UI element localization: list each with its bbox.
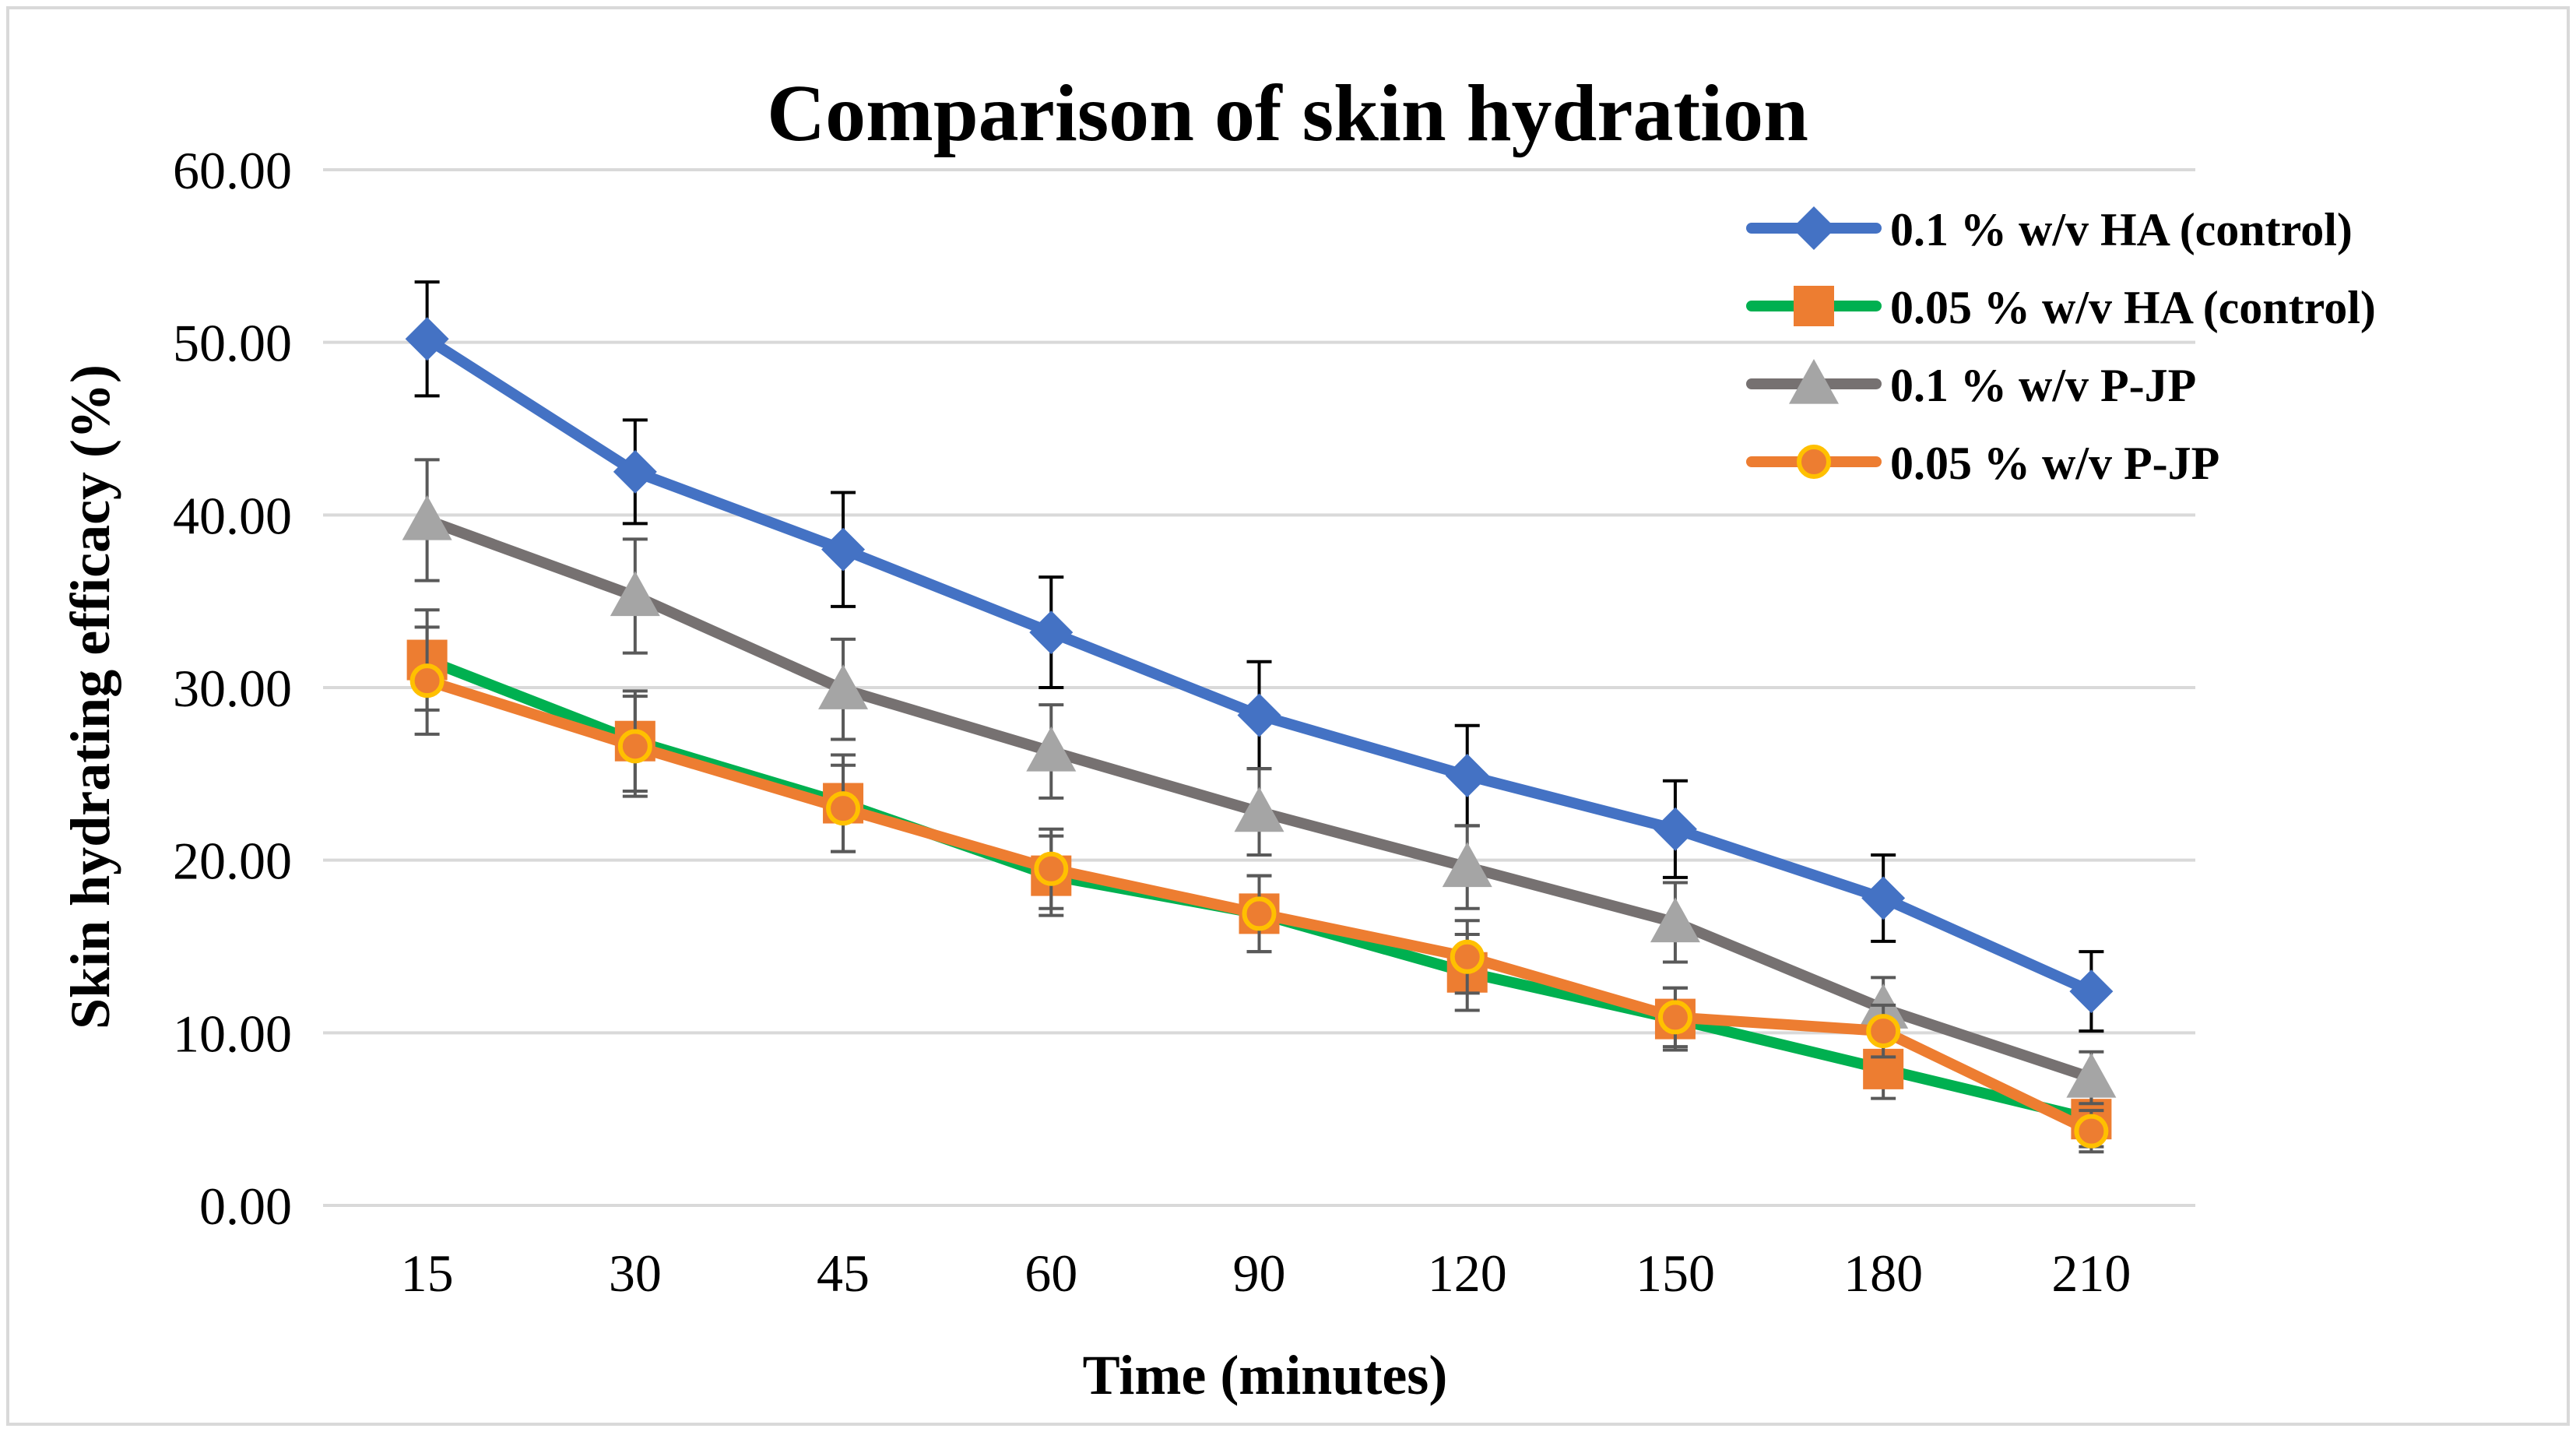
legend-item: 0.1 % w/v P-JP [1746, 359, 2196, 411]
diamond-marker [1861, 876, 1906, 920]
legend-label: 0.05 % w/v P-JP [1890, 438, 2219, 489]
chart-title: Comparison of skin hydration [767, 69, 1808, 158]
triangle-marker [1789, 359, 1839, 404]
legend-label: 0.1 % w/v HA (control) [1890, 204, 2353, 255]
series-4 [409, 625, 2109, 1154]
legend-item: 0.05 % w/v HA (control) [1746, 282, 2376, 333]
x-tick-label: 60 [1024, 1244, 1077, 1303]
diamond-marker [2069, 969, 2114, 1014]
diamond-marker [613, 449, 657, 494]
y-tick-label: 40.00 [173, 486, 292, 545]
x-axis-tick-labels: 15 30 45 60 90 120 150 180 210 [401, 1244, 2131, 1303]
x-tick-label: 45 [817, 1244, 870, 1303]
circle-marker [1242, 896, 1277, 931]
y-tick-label: 10.00 [173, 1004, 292, 1063]
circle-marker [1797, 445, 1831, 479]
diamond-marker [821, 527, 866, 572]
diamond-marker [1653, 807, 1697, 851]
diamond-marker [1792, 206, 1836, 250]
x-tick-label: 120 [1428, 1244, 1507, 1303]
triangle-marker [1442, 842, 1492, 888]
diamond-marker [405, 317, 449, 361]
triangle-marker [2066, 1052, 2117, 1098]
chart-border [6, 6, 2570, 1426]
circle-marker [2074, 1114, 2109, 1149]
y-tick-label: 50.00 [173, 314, 292, 373]
y-axis-tick-labels: 0.00 10.00 20.00 30.00 40.00 50.00 60.00 [173, 141, 292, 1236]
circle-marker [409, 663, 445, 698]
x-tick-label: 15 [401, 1244, 454, 1303]
diamond-marker [1445, 754, 1489, 798]
triangle-marker [1234, 786, 1284, 832]
legend-item: 0.05 % w/v P-JP [1746, 438, 2219, 489]
diamond-marker [1029, 610, 1074, 655]
y-tick-label: 60.00 [173, 141, 292, 200]
triangle-marker [610, 571, 660, 617]
circle-marker [617, 729, 652, 764]
triangle-marker [818, 664, 869, 709]
x-tick-label: 210 [2051, 1244, 2131, 1303]
x-tick-label: 180 [1843, 1244, 1923, 1303]
legend: 0.1 % w/v HA (control) 0.05 % w/v HA (con… [1746, 204, 2376, 489]
diamond-marker [1237, 693, 1281, 737]
x-tick-label: 150 [1636, 1244, 1715, 1303]
x-axis-label: Time (minutes) [1083, 1344, 1448, 1406]
x-tick-label: 90 [1233, 1244, 1286, 1303]
series-layer [402, 280, 2117, 1154]
legend-item: 0.1 % w/v HA (control) [1746, 204, 2353, 255]
triangle-marker [402, 494, 452, 540]
circle-marker [1450, 939, 1485, 974]
series-3 [402, 458, 2117, 1106]
circle-marker [1866, 1014, 1901, 1049]
y-tick-label: 0.00 [199, 1177, 292, 1236]
y-axis-label: Skin hydrating efficacy (%) [59, 364, 121, 1029]
triangle-marker [1650, 897, 1700, 943]
y-tick-label: 30.00 [173, 659, 292, 718]
x-tick-label: 30 [609, 1244, 662, 1303]
triangle-marker [1026, 727, 1077, 772]
series-1 [405, 280, 2114, 1033]
circle-marker [1657, 1000, 1692, 1035]
legend-label: 0.05 % w/v HA (control) [1890, 282, 2376, 333]
legend-label: 0.1 % w/v P-JP [1890, 360, 2196, 411]
square-marker [1794, 286, 1834, 326]
y-tick-label: 20.00 [173, 832, 292, 891]
circle-marker [826, 791, 861, 826]
circle-marker [1034, 851, 1069, 886]
